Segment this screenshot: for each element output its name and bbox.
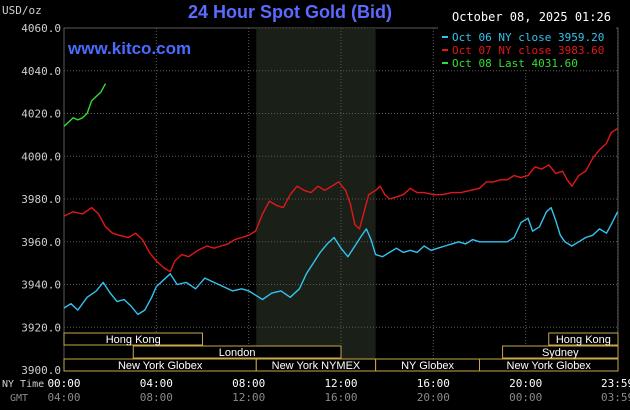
session-box <box>132 345 342 359</box>
y-tick-label: 4000.0 <box>21 150 61 163</box>
x-tick-label-ny: 00:00 <box>47 377 80 390</box>
legend-entry: Oct 08 Last 4031.60 <box>452 57 578 70</box>
y-tick-label: 3900.0 <box>21 364 61 377</box>
y-tick-label: 3920.0 <box>21 321 61 334</box>
session-label: Sydney <box>542 347 579 359</box>
session-label: New York Globex <box>507 360 592 372</box>
session-label: Hong Kong <box>106 334 161 346</box>
x-tick-label-gmt: 12:00 <box>232 391 265 404</box>
session-label: London <box>219 347 256 359</box>
y-tick-label: 4020.0 <box>21 108 61 121</box>
session-box <box>548 332 619 346</box>
session-label: Hong Kong <box>556 334 611 346</box>
session-box <box>502 345 619 359</box>
chart-unit: USD/oz <box>2 4 42 17</box>
chart-timestamp: October 08, 2025 01:26 <box>452 10 611 24</box>
chart-title: 24 Hour Spot Gold (Bid) <box>188 2 392 22</box>
session-label: NY Globex <box>401 360 454 372</box>
x-tick-label-gmt: 04:00 <box>47 391 80 404</box>
legend-entry: Oct 06 NY close 3959.20 <box>452 31 604 44</box>
series-line-2 <box>63 127 618 273</box>
legend-entry: Oct 07 NY close 3983.60 <box>452 44 604 57</box>
x-row-label-gmt: GMT <box>10 393 28 404</box>
x-tick-label-gmt: 03:59 <box>601 391 630 404</box>
session-label: New York Globex <box>118 360 203 372</box>
x-row-label-ny: NY Time <box>2 379 44 390</box>
x-tick-label-ny: 16:00 <box>417 377 450 390</box>
session-box <box>63 332 203 346</box>
x-tick-label-ny: 08:00 <box>232 377 265 390</box>
x-tick-label-ny: 20:00 <box>509 377 542 390</box>
session-label: New York NYMEX <box>272 360 361 372</box>
legend-box <box>438 27 616 69</box>
y-tick-label: 4060.0 <box>21 22 61 35</box>
x-tick-label-gmt: 00:00 <box>509 391 542 404</box>
x-tick-label-gmt: 20:00 <box>417 391 450 404</box>
y-tick-label: 4040.0 <box>21 65 61 78</box>
x-tick-label-gmt: 08:00 <box>140 391 173 404</box>
x-tick-label-gmt: 16:00 <box>324 391 357 404</box>
y-tick-label: 3960.0 <box>21 236 61 249</box>
x-tick-label-ny: 23:59 <box>601 377 630 390</box>
series-line-3 <box>63 83 107 127</box>
y-tick-label: 3940.0 <box>21 279 61 292</box>
y-tick-label: 3980.0 <box>21 193 61 206</box>
x-tick-label-ny: 04:00 <box>140 377 173 390</box>
session-box <box>479 358 619 372</box>
x-tick-label-ny: 12:00 <box>324 377 357 390</box>
series-line-1 <box>63 206 619 316</box>
watermark: www.kitco.com <box>68 39 192 58</box>
